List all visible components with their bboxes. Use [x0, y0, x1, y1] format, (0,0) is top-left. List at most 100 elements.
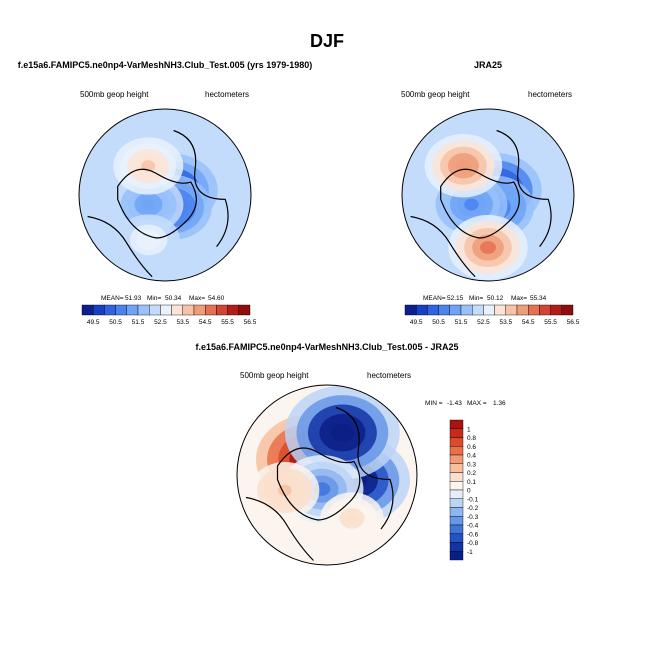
colorbar-tick-label: 56.5	[244, 319, 257, 326]
colorbar-box	[550, 304, 562, 316]
colorbar-tick-label: 0.4	[467, 453, 476, 460]
colorbar-box	[104, 304, 116, 316]
colorbar-box	[505, 304, 518, 316]
colorbar-tick-label: 0.8	[467, 435, 476, 442]
colorbar-tick-label: 52.5	[477, 319, 490, 326]
colorbar-box	[449, 489, 464, 499]
colorbar-box	[449, 481, 464, 491]
colorbar-box	[115, 304, 127, 316]
colorbar-box	[182, 304, 195, 316]
panel-diff-stats: MIN = -1.43 MAX = 1.36	[425, 400, 506, 407]
max-value: 54.60	[208, 295, 225, 302]
colorbar-box	[561, 304, 574, 316]
colorbar-tick-label: -0.4	[467, 523, 479, 530]
panel-diff-title: f.e15a6.FAMIPC5.ne0np4-VarMeshNH3.Club_T…	[196, 342, 459, 352]
panel-model-stats: MEAN= 51.93 Min= 50.34 Max= 54.60	[101, 295, 225, 302]
panel-diff-map	[236, 384, 418, 566]
colorbar-tick-label: 55.5	[544, 319, 557, 326]
colorbar-tick-label: 49.5	[410, 319, 423, 326]
colorbar-tick-label: 56.5	[567, 319, 580, 326]
panel-obs-stats: MEAN= 52.15 Min= 50.12 Max= 55.34	[423, 295, 547, 302]
colorbar-tick-label: 54.5	[199, 319, 212, 326]
colorbar-tick-label: -0.1	[467, 496, 479, 503]
colorbar-tick-label: 0.6	[467, 444, 476, 451]
min-label: MIN =	[425, 400, 443, 407]
colorbar-box	[404, 304, 417, 316]
max-label: Max=	[189, 295, 205, 302]
coastline	[87, 129, 229, 278]
colorbar-tick-label: 53.5	[499, 319, 512, 326]
min-label: Min=	[147, 295, 161, 302]
panel-diff-left-label: 500mb geop height	[240, 371, 309, 380]
colorbar-box	[449, 524, 464, 534]
colorbar-box	[449, 507, 464, 517]
panel-model-left-label: 500mb geop height	[80, 90, 149, 99]
min-value: 50.34	[165, 295, 182, 302]
colorbar-tick-label: -0.6	[467, 531, 479, 538]
colorbar-box	[238, 304, 251, 316]
colorbar-box	[449, 304, 462, 316]
colorbar-tick-label: 50.5	[432, 319, 445, 326]
colorbar-box	[449, 437, 464, 447]
panel-diff: f.e15a6.FAMIPC5.ne0np4-VarMeshNH3.Club_T…	[196, 342, 506, 566]
min-value: 50.12	[487, 295, 504, 302]
colorbar-tick-label: -1	[467, 549, 473, 556]
min-value: -1.43	[447, 400, 462, 407]
contour-region	[345, 513, 359, 524]
colorbar-box	[472, 304, 484, 316]
contour-region	[330, 423, 354, 443]
colorbar-box	[438, 304, 451, 316]
panel-diff-colorbar: 1 0.8 0.6 0.40.3 0.2 0.1 0-0.1 -0.2 -0.3 -0.4-0.6…	[449, 419, 479, 561]
colorbar-tick-label: 1	[467, 426, 471, 433]
panel-obs: JRA25 500mb geop height hectometers MEAN…	[401, 60, 580, 326]
colorbar-tick-label: 55.5	[221, 319, 234, 326]
panel-model-right-label: hectometers	[205, 90, 249, 99]
colorbar-box	[427, 304, 439, 316]
map-border	[236, 384, 418, 566]
colorbar-box	[449, 463, 464, 473]
colorbar-box	[81, 304, 94, 316]
colorbar-box	[528, 304, 540, 316]
colorbar-box	[449, 428, 464, 438]
panel-model: f.e15a6.FAMIPC5.ne0np4-VarMeshNH3.Club_T…	[18, 60, 312, 326]
colorbar-tick-label: 50.5	[109, 319, 122, 326]
colorbar-box	[449, 551, 464, 561]
colorbar-tick-label: 54.5	[522, 319, 535, 326]
map-border	[78, 108, 252, 282]
mean-label: MEAN=	[101, 295, 124, 302]
colorbar-box	[494, 304, 507, 316]
colorbar-box	[449, 472, 464, 482]
contour-region	[464, 198, 479, 211]
panel-obs-map	[401, 108, 575, 282]
colorbar-box	[216, 304, 228, 316]
colorbar-box	[204, 304, 217, 316]
colorbar-tick-label: 0.1	[467, 479, 476, 486]
colorbar-box	[126, 304, 139, 316]
colorbar-box	[227, 304, 240, 316]
mean-value: 51.93	[125, 295, 142, 302]
colorbar-box	[92, 304, 105, 316]
colorbar-box	[416, 304, 428, 316]
colorbar-box	[483, 304, 495, 316]
panel-model-title: f.e15a6.FAMIPC5.ne0np4-VarMeshNH3.Club_T…	[18, 60, 312, 70]
max-value: 1.36	[493, 400, 506, 407]
colorbar-box	[516, 304, 529, 316]
panel-obs-right-label: hectometers	[528, 90, 572, 99]
colorbar-box	[539, 304, 551, 316]
colorbar-tick-label: -0.2	[467, 505, 479, 512]
mean-label: MEAN=	[423, 295, 446, 302]
panel-obs-colorbar: 49.5 50.5 51.5 52.5 53.5 54.5 55.5 56.5	[404, 304, 580, 326]
colorbar-tick-label: 0.2	[467, 470, 476, 477]
colorbar-box	[449, 419, 464, 429]
colorbar-box	[137, 304, 150, 316]
page-title: DJF	[310, 31, 344, 51]
colorbar-box	[193, 304, 206, 316]
panel-model-colorbar: 49.5 50.5 51.5 52.5 53.5 54.5 55.5 56.5	[81, 304, 257, 326]
map-border	[401, 108, 575, 282]
min-label: Min=	[469, 295, 483, 302]
colorbar-tick-label: 51.5	[455, 319, 468, 326]
colorbar-box	[449, 542, 464, 552]
colorbar-box	[171, 304, 184, 316]
colorbar-tick-label: -0.8	[467, 540, 479, 547]
panel-model-map	[78, 108, 252, 282]
